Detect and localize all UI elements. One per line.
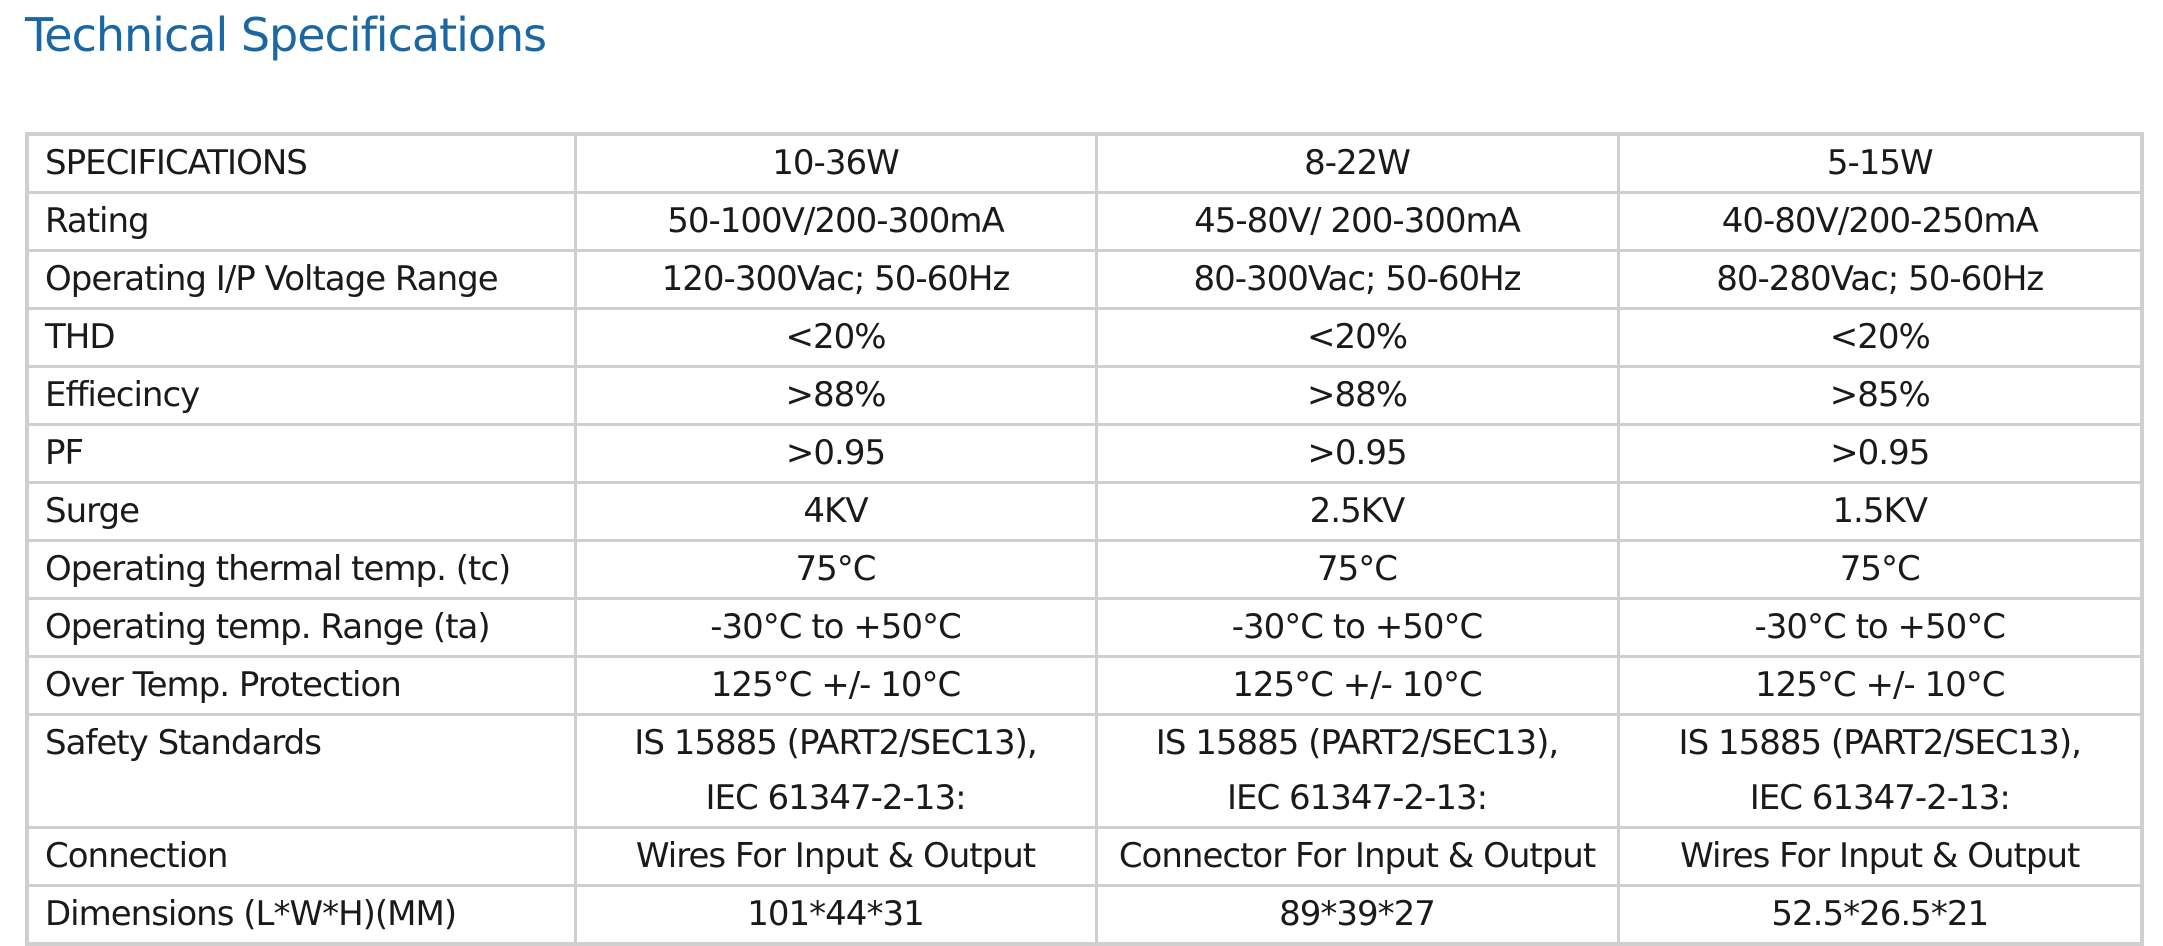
cell: >85% xyxy=(1616,365,2144,426)
row: Effiecincy >88% >88% >85% xyxy=(25,365,2144,426)
cell: -30°C to +50°C xyxy=(1094,597,1620,658)
cell: <20% xyxy=(573,307,1098,368)
spec-table: SPECIFICATIONS 10-36W 8-22W 5-15W Rating 50-1… xyxy=(25,132,2144,946)
cell: 89*39*27 xyxy=(1094,884,1620,946)
cell: Wires For Input & Output xyxy=(1616,826,2144,887)
row: Dimensions (L*W*H)(MM) 101*44*31 89*39*27 5… xyxy=(25,884,2144,946)
cell: >0.95 xyxy=(573,423,1098,484)
row: PF >0.95 >0.95 >0.95 xyxy=(25,423,2144,484)
row-label: Operating thermal temp. (tc) xyxy=(25,539,577,600)
cell: 75°C xyxy=(573,539,1098,600)
cell: Wires For Input & Output xyxy=(573,826,1098,887)
cell: 52.5*26.5*21 xyxy=(1616,884,2144,946)
cell-line: IS 15885 (PART2/SEC13), xyxy=(1155,723,1559,763)
cell: >0.95 xyxy=(1094,423,1620,484)
cell-line: IEC 61347-2-13: xyxy=(705,778,966,818)
cell: 125°C +/- 10°C xyxy=(573,655,1098,716)
row-label: THD xyxy=(25,307,577,368)
cell: -30°C to +50°C xyxy=(1616,597,2144,658)
cell: IS 15885 (PART2/SEC13), IEC 61347-2-13: xyxy=(1616,713,2144,829)
row-label: Over Temp. Protection xyxy=(25,655,577,716)
cell: 125°C +/- 10°C xyxy=(1616,655,2144,716)
cell: >88% xyxy=(573,365,1098,426)
row-label: SPECIFICATIONS xyxy=(25,132,577,194)
row-label: Connection xyxy=(25,826,577,887)
cell: IS 15885 (PART2/SEC13), IEC 61347-2-13: xyxy=(1094,713,1620,829)
cell: 80-300Vac; 50-60Hz xyxy=(1094,249,1620,310)
cell: 80-280Vac; 50-60Hz xyxy=(1616,249,2144,310)
row: THD <20% <20% <20% xyxy=(25,307,2144,368)
row-label: Effiecincy xyxy=(25,365,577,426)
row-label: Surge xyxy=(25,481,577,542)
row-label: Rating xyxy=(25,191,577,252)
cell: 101*44*31 xyxy=(573,884,1098,946)
cell: Connector For Input & Output xyxy=(1094,826,1620,887)
title: Technical Specifications xyxy=(25,8,547,62)
cell: 10-36W xyxy=(573,132,1098,194)
cell: >88% xyxy=(1094,365,1620,426)
row-label: Operating I/P Voltage Range xyxy=(25,249,577,310)
row-label: PF xyxy=(25,423,577,484)
cell-line: IS 15885 (PART2/SEC13), xyxy=(634,723,1037,763)
row-label: Dimensions (L*W*H)(MM) xyxy=(25,884,577,946)
cell: 5-15W xyxy=(1616,132,2144,194)
cell: 45-80V/ 200-300mA xyxy=(1094,191,1620,252)
cell: 1.5KV xyxy=(1616,481,2144,542)
cell: 2.5KV xyxy=(1094,481,1620,542)
row-label: Operating temp. Range (ta) xyxy=(25,597,577,658)
cell: -30°C to +50°C xyxy=(573,597,1098,658)
cell: <20% xyxy=(1094,307,1620,368)
row: Rating 50-100V/200-300mA 45-80V/ 200-300mA… xyxy=(25,191,2144,252)
cell: 8-22W xyxy=(1094,132,1620,194)
row: Surge 4KV 2.5KV 1.5KV xyxy=(25,481,2144,542)
row: Operating I/P Voltage Range 120-300Vac; 5… xyxy=(25,249,2144,310)
row: Operating thermal temp. (tc) 75°C 75°C 75°C xyxy=(25,539,2144,600)
cell: <20% xyxy=(1616,307,2144,368)
row: Connection Wires For Input & Output Connec… xyxy=(25,826,2144,887)
cell: 120-300Vac; 50-60Hz xyxy=(573,249,1098,310)
cell-line: IS 15885 (PART2/SEC13), xyxy=(1678,723,2082,763)
row: Safety Standards IS 15885 (PART2/SEC13), I… xyxy=(25,713,2144,829)
cell: 4KV xyxy=(573,481,1098,542)
row: Operating temp. Range (ta) -30°C to +50°C… xyxy=(25,597,2144,658)
cell: >0.95 xyxy=(1616,423,2144,484)
row: Over Temp. Protection 125°C +/- 10°C 125°C… xyxy=(25,655,2144,716)
cell: IS 15885 (PART2/SEC13), IEC 61347-2-13: xyxy=(573,713,1098,829)
header-row: SPECIFICATIONS 10-36W 8-22W 5-15W xyxy=(25,132,2144,194)
cell: 50-100V/200-300mA xyxy=(573,191,1098,252)
cell: 75°C xyxy=(1616,539,2144,600)
cell-line: IEC 61347-2-13: xyxy=(1226,778,1488,818)
row-label: Safety Standards xyxy=(25,713,577,829)
cell: 40-80V/200-250mA xyxy=(1616,191,2144,252)
cell: 125°C +/- 10°C xyxy=(1094,655,1620,716)
cell-line: IEC 61347-2-13: xyxy=(1749,778,2011,818)
cell: 75°C xyxy=(1094,539,1620,600)
